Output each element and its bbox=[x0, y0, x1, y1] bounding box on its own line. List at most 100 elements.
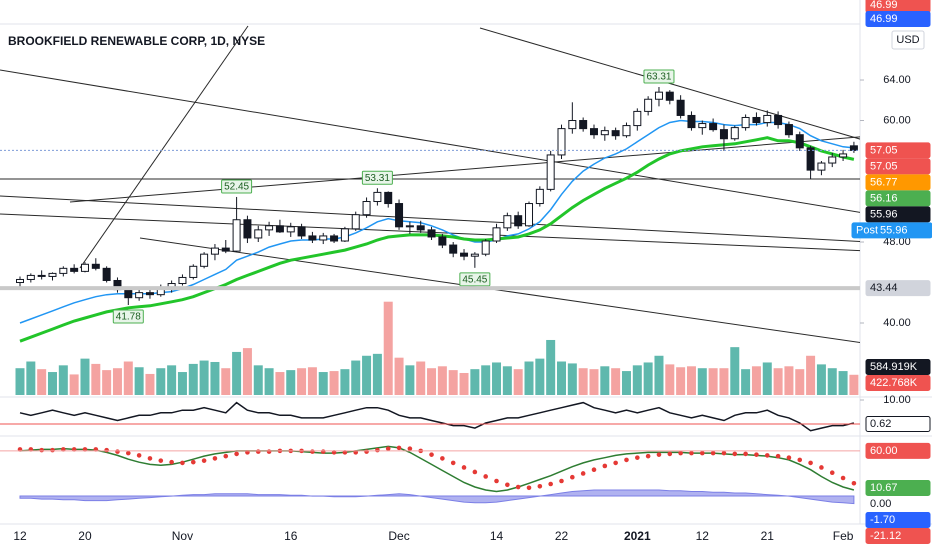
pivot-box bbox=[221, 179, 253, 194]
candle-body bbox=[535, 188, 544, 205]
volume-bar bbox=[459, 372, 469, 395]
candle-body bbox=[654, 91, 663, 100]
volume-bar bbox=[297, 368, 307, 395]
pivot-label: 53.31 bbox=[365, 173, 390, 184]
y-tick-label: 40.00 bbox=[883, 317, 911, 329]
pivot-box bbox=[459, 272, 491, 287]
plot-area: 41.78 52.45 53.31 45.45 63.31 bbox=[0, 69, 860, 505]
price-tag-label: 10.67 bbox=[870, 482, 898, 494]
signal-dot bbox=[786, 455, 792, 460]
price-tag-label: 55.96 bbox=[880, 224, 908, 236]
candle-body bbox=[275, 225, 284, 233]
signal-dot bbox=[678, 450, 683, 456]
volume-bar bbox=[838, 371, 848, 395]
candle-body bbox=[763, 114, 772, 124]
price-tag-label: 57.05 bbox=[870, 144, 898, 156]
signal-dot bbox=[223, 453, 229, 459]
volume-bar bbox=[535, 358, 545, 395]
trendline bbox=[0, 69, 860, 213]
price-tag bbox=[865, 158, 931, 175]
volume-bar bbox=[578, 368, 588, 395]
signal-dot bbox=[570, 474, 575, 480]
candle-body bbox=[59, 267, 68, 274]
volume-bar bbox=[643, 362, 653, 395]
pivot-label: 52.45 bbox=[224, 182, 249, 193]
x-tick-label: 12 bbox=[696, 529, 710, 543]
candle-body bbox=[26, 274, 35, 280]
candle-body bbox=[178, 276, 187, 285]
signal-dot bbox=[461, 465, 467, 470]
volume-bar bbox=[221, 368, 231, 395]
pivot-box bbox=[643, 69, 675, 84]
price-tag bbox=[865, 359, 931, 376]
signal-dot bbox=[104, 447, 109, 453]
signal-dot bbox=[364, 449, 369, 454]
signal-dot bbox=[310, 449, 315, 454]
signal-dot bbox=[407, 446, 413, 451]
signal-dot bbox=[559, 478, 564, 484]
candle-body bbox=[817, 162, 826, 171]
signal-dot bbox=[266, 449, 272, 454]
trendline bbox=[479, 27, 860, 140]
volume-bar bbox=[611, 368, 621, 395]
volume-bar bbox=[372, 353, 382, 395]
candle-body bbox=[828, 156, 837, 164]
volume-bar bbox=[567, 363, 577, 395]
price-tag-label: 422.768K bbox=[870, 377, 918, 389]
histogram-area bbox=[19, 489, 855, 505]
signal-dot bbox=[396, 445, 402, 451]
candle-body bbox=[622, 125, 631, 137]
volume-bar bbox=[795, 369, 805, 395]
signal-dot bbox=[212, 456, 218, 461]
currency[interactable]: USD bbox=[896, 34, 919, 46]
candle-body bbox=[135, 292, 144, 299]
signal-dot bbox=[645, 453, 651, 459]
candle-body bbox=[709, 123, 718, 131]
volume-bar bbox=[513, 369, 523, 395]
signal-dot bbox=[320, 449, 326, 454]
x-tick-label: 21 bbox=[761, 529, 775, 543]
price-tag-label: 60.00 bbox=[870, 445, 898, 457]
price-tag bbox=[865, 528, 931, 545]
signal-dot bbox=[613, 460, 618, 466]
signal-dot bbox=[50, 447, 55, 453]
candle-body bbox=[395, 203, 404, 228]
candle-body bbox=[340, 228, 349, 242]
moving-average bbox=[19, 136, 855, 343]
candle-body bbox=[308, 235, 317, 241]
candle-body bbox=[48, 272, 57, 277]
price-tag bbox=[865, 280, 931, 297]
pivot-box bbox=[112, 309, 144, 324]
signal-dot bbox=[190, 459, 196, 465]
volume-bar bbox=[665, 364, 675, 395]
volume-bar bbox=[80, 358, 90, 395]
volume-bar bbox=[676, 367, 686, 395]
volume-bar bbox=[307, 367, 317, 395]
candle-body bbox=[849, 145, 858, 151]
signal-dot bbox=[743, 451, 748, 457]
volume-bar bbox=[177, 372, 187, 395]
candle-body bbox=[70, 267, 79, 272]
y-tick-label: 48.00 bbox=[883, 236, 911, 248]
volume-bar bbox=[394, 357, 404, 395]
candle-body bbox=[470, 253, 479, 257]
candle-body bbox=[319, 235, 328, 241]
volume-bar bbox=[773, 368, 783, 395]
candle-body bbox=[839, 153, 848, 158]
price-tag bbox=[865, 375, 931, 392]
volume-bar bbox=[275, 372, 285, 395]
signal-dot bbox=[602, 463, 608, 469]
volume-bar bbox=[589, 369, 599, 395]
trendline bbox=[0, 195, 860, 242]
price-tag-label: 56.77 bbox=[870, 176, 898, 188]
currency-box[interactable] bbox=[891, 30, 925, 50]
signal-dot bbox=[710, 450, 716, 456]
price-tag bbox=[865, 415, 931, 432]
volume-bar bbox=[134, 367, 144, 395]
volume-bar bbox=[502, 366, 512, 395]
price-tag bbox=[865, 512, 931, 529]
volume-bar bbox=[102, 370, 112, 395]
signal-dot bbox=[201, 458, 207, 463]
x-tick-label: Nov bbox=[172, 529, 193, 543]
volume-bar bbox=[524, 361, 534, 395]
